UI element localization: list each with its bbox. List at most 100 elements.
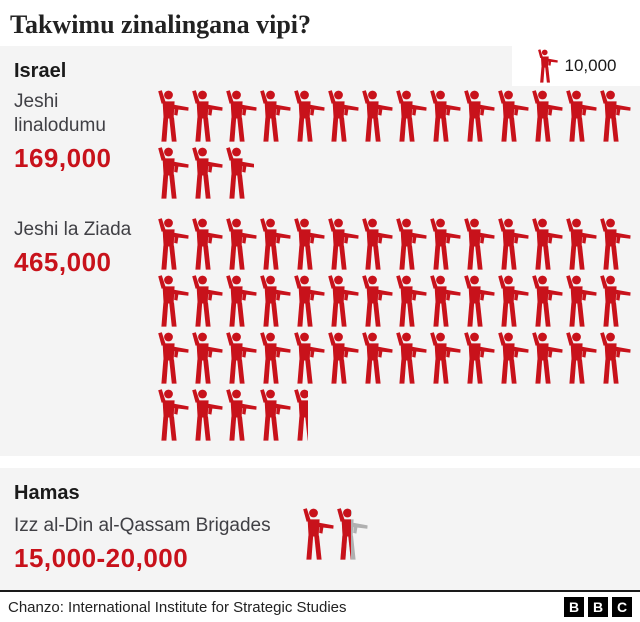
pictogram-unit	[325, 90, 359, 143]
soldier-icon	[300, 508, 334, 560]
soldier-icon	[461, 332, 495, 384]
pictogram-partial	[291, 389, 308, 442]
soldier-icon	[334, 508, 351, 560]
soldier-icon	[495, 90, 529, 142]
pictogram-unit	[291, 218, 325, 271]
pictogram-unit	[189, 332, 223, 385]
soldier-icon	[155, 275, 189, 327]
bbc-logo-letter: B	[564, 597, 584, 617]
group-reserve-army: Jeshi la Ziada 465,000	[0, 218, 640, 442]
soldier-icon	[495, 275, 529, 327]
soldier-icon	[291, 90, 325, 142]
soldier-icon	[359, 332, 393, 384]
standing-army-value: 169,000	[14, 142, 112, 173]
pictogram-unit	[597, 275, 631, 328]
soldier-icon	[189, 275, 223, 327]
group-qassam-brigades: Izz al-Din al-Qassam Brigades 15,000-20,…	[0, 514, 640, 574]
legend-label: 10,000	[564, 56, 617, 75]
pictogram-unit	[461, 275, 495, 328]
pictogram-unit	[291, 275, 325, 328]
soldier-icon	[359, 275, 393, 327]
soldier-icon	[155, 332, 189, 384]
soldier-icon	[291, 275, 325, 327]
pictogram-unit	[359, 218, 393, 271]
soldier-icon	[529, 275, 563, 327]
israel-heading: Israel	[14, 60, 67, 82]
pictogram-unit	[563, 275, 597, 328]
pictogram-unit	[189, 90, 223, 143]
pictogram-unit	[257, 218, 291, 271]
pictogram-unit	[359, 90, 393, 143]
soldier-icon	[359, 90, 393, 142]
reserve-army-value: 465,000	[14, 246, 112, 277]
soldier-icon	[325, 218, 359, 270]
pictogram-unit	[393, 218, 427, 271]
soldier-icon	[393, 332, 427, 384]
reserve-army-pictogram	[155, 218, 631, 442]
soldier-icon	[393, 90, 427, 142]
soldier-icon	[325, 90, 359, 142]
bbc-logo-letter: B	[588, 597, 608, 617]
pictogram-unit	[529, 90, 563, 143]
pictogram-unit	[155, 275, 189, 328]
soldier-icon	[223, 275, 257, 327]
soldier-icon	[393, 218, 427, 270]
pictogram-unit	[189, 389, 223, 442]
soldier-icon	[257, 218, 291, 270]
pictogram-unit	[427, 332, 461, 385]
pictogram-unit	[223, 147, 254, 200]
legend: 10,000	[512, 46, 640, 86]
soldier-icon	[427, 218, 461, 270]
soldier-icon	[563, 275, 597, 327]
bbc-logo: B B C	[564, 597, 632, 617]
soldier-icon	[291, 332, 325, 384]
source-label: Chanzo: International Institute for Stra…	[8, 598, 347, 616]
soldier-icon	[597, 90, 631, 142]
pictogram-unit	[257, 332, 291, 385]
soldier-icon	[291, 218, 325, 270]
soldier-icon	[495, 332, 529, 384]
standing-army-pictogram	[155, 90, 631, 200]
footer: Chanzo: International Institute for Stra…	[0, 590, 640, 622]
soldier-icon	[223, 147, 254, 199]
pictogram-partial	[223, 147, 254, 200]
pictogram-unit	[461, 90, 495, 143]
soldier-icon	[189, 218, 223, 270]
pictogram-unit	[223, 90, 257, 143]
soldier-icon	[223, 218, 257, 270]
soldier-icon	[393, 275, 427, 327]
soldier-icon	[257, 275, 291, 327]
soldier-icon	[529, 332, 563, 384]
soldier-icon	[359, 218, 393, 270]
soldier-icon	[189, 332, 223, 384]
soldier-icon	[536, 49, 558, 83]
qassam-brigades-label: Izz al-Din al-Qassam Brigades	[14, 515, 271, 536]
pictogram-partial	[334, 508, 351, 561]
hamas-section: Hamas Izz al-Din al-Qassam Brigades 15,0…	[0, 468, 640, 590]
pictogram-unit	[334, 508, 368, 561]
pictogram-unit	[529, 218, 563, 271]
israel-section: 10,000 Israel Jeshi linalodumu 169,000 J…	[0, 46, 640, 456]
pictogram-unit	[495, 90, 529, 143]
pictogram-unit	[155, 90, 189, 143]
reserve-army-label: Jeshi la Ziada	[14, 219, 132, 240]
qassam-brigades-value: 15,000-20,000	[14, 542, 189, 573]
reserve-army-label-column: Jeshi la Ziada 465,000	[0, 218, 155, 278]
pictogram-unit	[257, 90, 291, 143]
soldier-icon	[257, 332, 291, 384]
pictogram-unit	[393, 332, 427, 385]
soldier-icon	[427, 90, 461, 142]
soldier-icon	[427, 332, 461, 384]
bbc-logo-letter: C	[612, 597, 632, 617]
pictogram-unit	[325, 332, 359, 385]
pictogram-unit	[189, 147, 223, 200]
soldier-icon	[563, 332, 597, 384]
pictogram-unit	[325, 218, 359, 271]
pictogram-unit	[495, 218, 529, 271]
qassam-brigades-pictogram	[300, 508, 640, 561]
soldier-icon	[461, 90, 495, 142]
soldier-icon	[529, 218, 563, 270]
soldier-icon	[461, 275, 495, 327]
pictogram-unit	[223, 275, 257, 328]
